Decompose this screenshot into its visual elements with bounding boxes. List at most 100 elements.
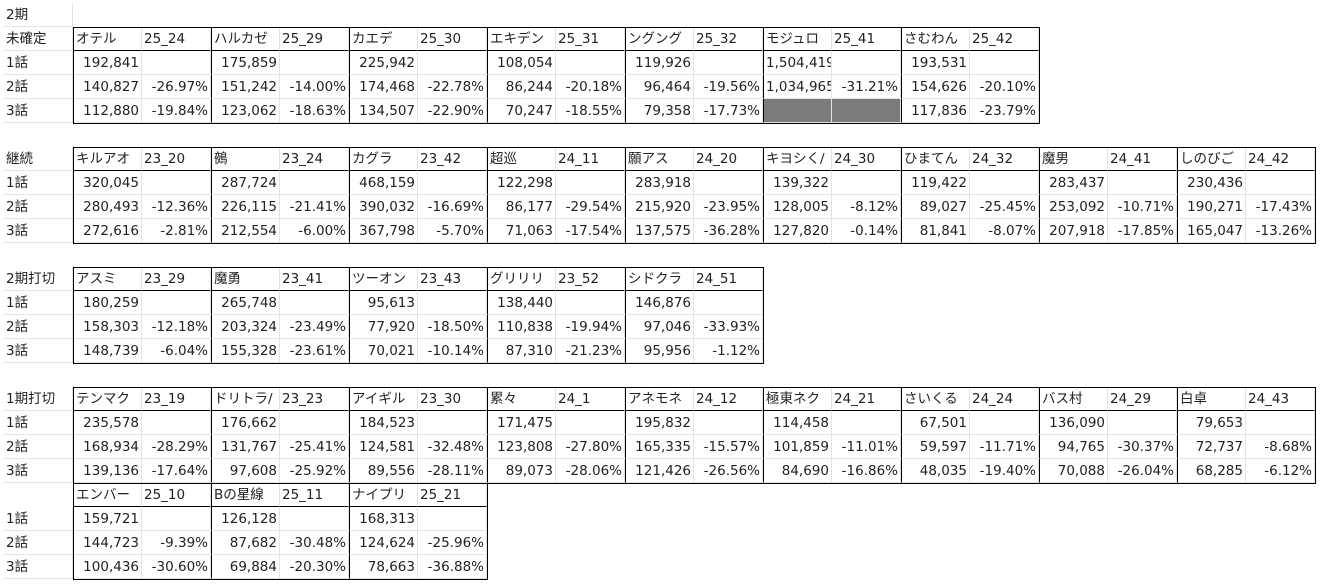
column-code[interactable]: 25_24 (142, 27, 211, 51)
column-title[interactable]: エキデン (487, 27, 556, 51)
column-code[interactable]: 25_42 (970, 27, 1039, 51)
change-cell[interactable] (970, 411, 1039, 435)
column-title[interactable]: 超巡 (487, 147, 556, 171)
views-cell[interactable]: 97,046 (625, 315, 694, 339)
views-cell[interactable]: 192,841 (73, 51, 142, 75)
column-title[interactable]: ングング (625, 27, 694, 51)
views-cell[interactable]: 70,021 (349, 339, 418, 363)
column-code[interactable]: 25_10 (142, 483, 211, 507)
views-cell[interactable]: 190,271 (1177, 195, 1246, 219)
views-cell[interactable]: 230,436 (1177, 171, 1246, 195)
change-cell[interactable] (832, 99, 901, 123)
column-code[interactable]: 25_21 (418, 483, 487, 507)
change-cell[interactable] (970, 51, 1039, 75)
change-cell[interactable]: -12.36% (142, 195, 211, 219)
change-cell[interactable]: -19.56% (694, 75, 763, 99)
change-cell[interactable]: -22.78% (418, 75, 487, 99)
views-cell[interactable]: 320,045 (73, 171, 142, 195)
change-cell[interactable]: -19.40% (970, 459, 1039, 483)
views-cell[interactable]: 138,440 (487, 291, 556, 315)
change-cell[interactable]: -21.23% (556, 339, 625, 363)
change-cell[interactable]: -17.64% (142, 459, 211, 483)
change-cell[interactable] (418, 171, 487, 195)
views-cell[interactable]: 253,092 (1039, 195, 1108, 219)
column-title[interactable]: アイギル (349, 387, 418, 411)
views-cell[interactable]: 71,063 (487, 219, 556, 243)
change-cell[interactable]: -18.50% (418, 315, 487, 339)
views-cell[interactable]: 122,298 (487, 171, 556, 195)
views-cell[interactable]: 174,468 (349, 75, 418, 99)
views-cell[interactable]: 96,464 (625, 75, 694, 99)
change-cell[interactable] (418, 411, 487, 435)
change-cell[interactable]: -16.86% (832, 459, 901, 483)
views-cell[interactable]: 203,324 (211, 315, 280, 339)
change-cell[interactable] (694, 51, 763, 75)
change-cell[interactable]: -17.85% (1108, 219, 1177, 243)
change-cell[interactable] (280, 51, 349, 75)
change-cell[interactable] (832, 171, 901, 195)
change-cell[interactable]: -26.04% (1108, 459, 1177, 483)
views-cell[interactable]: 184,523 (349, 411, 418, 435)
views-cell[interactable]: 235,578 (73, 411, 142, 435)
column-code[interactable]: 24_20 (694, 147, 763, 171)
views-cell[interactable]: 265,748 (211, 291, 280, 315)
views-cell[interactable]: 175,859 (211, 51, 280, 75)
change-cell[interactable] (832, 411, 901, 435)
column-code[interactable]: 25_30 (418, 27, 487, 51)
column-code[interactable]: 23_52 (556, 267, 625, 291)
column-title[interactable]: シドクラ (625, 267, 694, 291)
change-cell[interactable] (280, 507, 349, 531)
views-cell[interactable]: 148,739 (73, 339, 142, 363)
column-title[interactable]: 累々 (487, 387, 556, 411)
views-cell[interactable]: 72,737 (1177, 435, 1246, 459)
episode-label[interactable]: 3話 (4, 339, 73, 363)
change-cell[interactable]: -8.12% (832, 195, 901, 219)
views-cell[interactable] (763, 99, 832, 123)
views-cell[interactable]: 139,322 (763, 171, 832, 195)
change-cell[interactable] (142, 171, 211, 195)
section-label[interactable]: 継続 (4, 147, 73, 171)
views-cell[interactable]: 1,034,965 (763, 75, 832, 99)
column-code[interactable]: 24_24 (970, 387, 1039, 411)
change-cell[interactable] (556, 291, 625, 315)
change-cell[interactable] (280, 411, 349, 435)
views-cell[interactable]: 101,859 (763, 435, 832, 459)
change-cell[interactable] (694, 411, 763, 435)
change-cell[interactable]: -36.88% (418, 555, 487, 579)
change-cell[interactable]: -25.41% (280, 435, 349, 459)
episode-label[interactable]: 3話 (4, 459, 73, 483)
change-cell[interactable]: -15.57% (694, 435, 763, 459)
views-cell[interactable]: 283,437 (1039, 171, 1108, 195)
column-title[interactable]: 鵺 (211, 147, 280, 171)
section-label[interactable]: 1期打切 (4, 387, 73, 411)
change-cell[interactable]: -11.01% (832, 435, 901, 459)
change-cell[interactable]: -8.07% (970, 219, 1039, 243)
column-title[interactable]: 魔男 (1039, 147, 1108, 171)
column-title[interactable]: モジュロ (763, 27, 832, 51)
column-code[interactable]: 23_43 (418, 267, 487, 291)
views-cell[interactable]: 112,880 (73, 99, 142, 123)
change-cell[interactable] (142, 51, 211, 75)
change-cell[interactable]: -31.21% (832, 75, 901, 99)
views-cell[interactable]: 146,876 (625, 291, 694, 315)
column-title[interactable]: キヨシく/ (763, 147, 832, 171)
change-cell[interactable]: -20.18% (556, 75, 625, 99)
change-cell[interactable]: -23.95% (694, 195, 763, 219)
section-label[interactable]: 2期打切 (4, 267, 73, 291)
change-cell[interactable] (970, 171, 1039, 195)
column-title[interactable]: 願アス (625, 147, 694, 171)
change-cell[interactable] (556, 171, 625, 195)
views-cell[interactable]: 171,475 (487, 411, 556, 435)
column-code[interactable]: 24_11 (556, 147, 625, 171)
views-cell[interactable]: 215,920 (625, 195, 694, 219)
views-cell[interactable]: 95,613 (349, 291, 418, 315)
column-title[interactable]: Bの星線 (211, 483, 280, 507)
change-cell[interactable] (694, 171, 763, 195)
column-code[interactable]: 23_20 (142, 147, 211, 171)
change-cell[interactable]: -14.00% (280, 75, 349, 99)
views-cell[interactable]: 84,690 (763, 459, 832, 483)
views-cell[interactable]: 124,624 (349, 531, 418, 555)
change-cell[interactable]: -6.00% (280, 219, 349, 243)
episode-label[interactable]: 3話 (4, 219, 73, 243)
change-cell[interactable]: -6.04% (142, 339, 211, 363)
